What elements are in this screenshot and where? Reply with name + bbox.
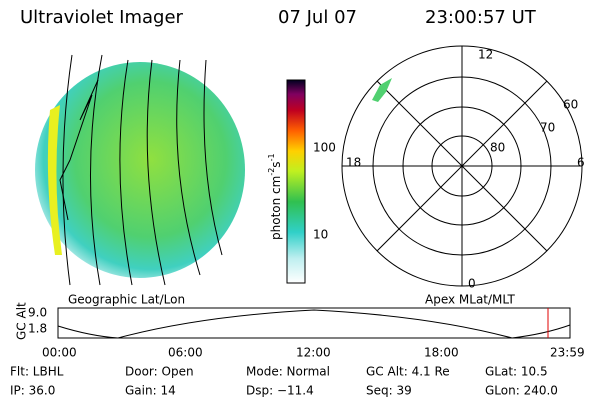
footer-field: Seq: 39 [366,384,412,398]
image-caption: Apex MLat/MLT [425,293,515,307]
polar-grid [341,45,583,287]
mlt-label: 6 [577,156,585,170]
time: 23:00:57 UT [425,7,537,28]
altitude-xtick: 23:59 [550,346,585,360]
altitude-xtick: 12:00 [296,346,331,360]
altitude-ytick: 1.8 [28,322,47,336]
footer-field: Flt: LBHL [10,365,64,379]
lat-label: 80 [490,141,505,155]
lat-label: 60 [563,98,578,112]
footer-field: GC Alt: 4.1 Re [366,365,450,379]
lat-label: 70 [540,121,555,135]
footer: Flt: LBHL Door: Open Mode: Normal GC Alt: 4… [10,365,558,398]
altitude-xtick: 06:00 [168,346,203,360]
altitude-curve [57,309,571,339]
altitude-xtick: 00:00 [42,346,77,360]
mlt-label: 18 [346,156,361,170]
footer-field: Gain: 14 [125,384,176,398]
altitude-ytick: 9.0 [28,306,47,320]
colorbar [286,79,306,284]
footer-field: Dsp: −11.4 [246,384,314,398]
date: 07 Jul 07 [278,7,357,28]
label-part: s [269,161,283,167]
footer-field: Mode: Normal [246,365,330,379]
colorbar-label: photon cm-2s-1 [267,153,283,240]
label-part: -2 [267,168,276,176]
footer-field: IP: 36.0 [10,384,55,398]
instrument: Ultraviolet Imager [20,7,184,28]
label-part: photon cm [269,176,283,240]
altitude-xtick: 18:00 [424,346,459,360]
mlt-label: 0 [468,277,476,291]
mlt-label: 12 [478,48,493,62]
colorbar-tick: 100 [313,141,336,155]
altitude-ylabel: GC Alt [15,302,29,340]
label-part: -1 [267,153,276,161]
geographic-image [35,54,245,286]
footer-field: GLon: 240.0 [485,384,558,398]
colorbar-tick: 10 [313,228,328,242]
image-caption: Geographic Lat/Lon [68,293,185,307]
footer-field: Door: Open [125,365,194,379]
aurora-patch [372,78,392,102]
footer-field: GLat: 10.5 [485,365,548,379]
altitude-frame [57,307,571,339]
